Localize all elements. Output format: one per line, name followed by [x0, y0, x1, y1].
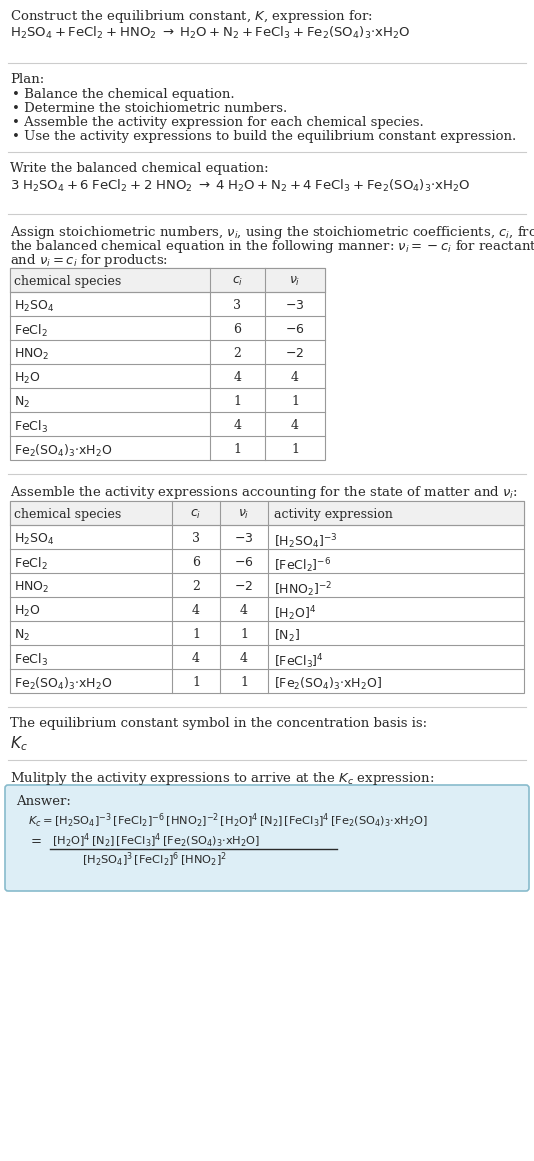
- Text: 4: 4: [240, 652, 248, 665]
- Text: $[\mathrm{H_2SO_4}]^{-3}$: $[\mathrm{H_2SO_4}]^{-3}$: [274, 532, 337, 550]
- Text: $\mathrm{FeCl_3}$: $\mathrm{FeCl_3}$: [14, 419, 48, 435]
- Text: $\mathrm{FeCl_2}$: $\mathrm{FeCl_2}$: [14, 323, 48, 339]
- Text: $[\mathrm{H_2SO_4}]^3\,[\mathrm{FeCl_2}]^6\,[\mathrm{HNO_2}]^2$: $[\mathrm{H_2SO_4}]^3\,[\mathrm{FeCl_2}]…: [82, 851, 227, 870]
- Text: Construct the equilibrium constant, $K$, expression for:: Construct the equilibrium constant, $K$,…: [10, 8, 373, 26]
- Text: 1: 1: [192, 676, 200, 688]
- Text: $\mathrm{H_2O}$: $\mathrm{H_2O}$: [14, 372, 41, 387]
- Text: $-3$: $-3$: [234, 532, 254, 545]
- Text: $\mathrm{Fe_2(SO_4)_3{\cdot}xH_2O}$: $\mathrm{Fe_2(SO_4)_3{\cdot}xH_2O}$: [14, 444, 113, 459]
- Text: • Assemble the activity expression for each chemical species.: • Assemble the activity expression for e…: [12, 116, 424, 129]
- Text: $\mathrm{H_2SO_4}$: $\mathrm{H_2SO_4}$: [14, 300, 54, 315]
- Text: Assign stoichiometric numbers, $\nu_i$, using the stoichiometric coefficients, $: Assign stoichiometric numbers, $\nu_i$, …: [10, 224, 534, 241]
- Text: The equilibrium constant symbol in the concentration basis is:: The equilibrium constant symbol in the c…: [10, 717, 427, 730]
- Text: 1: 1: [240, 628, 248, 641]
- Text: $[\mathrm{N_2}]$: $[\mathrm{N_2}]$: [274, 628, 300, 644]
- Text: $\mathrm{N_2}$: $\mathrm{N_2}$: [14, 395, 30, 410]
- Text: $\mathrm{FeCl_2}$: $\mathrm{FeCl_2}$: [14, 556, 48, 572]
- Text: $-6$: $-6$: [234, 556, 254, 569]
- Text: $\mathrm{3\;H_2SO_4 + 6\;FeCl_2 + 2\;HNO_2 \;\rightarrow\; 4\;H_2O + N_2 + 4\;Fe: $\mathrm{3\;H_2SO_4 + 6\;FeCl_2 + 2\;HNO…: [10, 178, 470, 194]
- Text: $c_i$: $c_i$: [190, 509, 202, 521]
- Text: 4: 4: [192, 604, 200, 616]
- Text: 4: 4: [192, 652, 200, 665]
- Text: $\mathrm{H_2SO_4 + FeCl_2 + HNO_2 \;\rightarrow\; H_2O + N_2 + FeCl_3 + Fe_2(SO_: $\mathrm{H_2SO_4 + FeCl_2 + HNO_2 \;\rig…: [10, 26, 411, 41]
- Text: 1: 1: [240, 676, 248, 688]
- Text: activity expression: activity expression: [274, 509, 393, 521]
- Text: 6: 6: [233, 323, 241, 336]
- Text: $\mathrm{H_2O}$: $\mathrm{H_2O}$: [14, 604, 41, 619]
- Text: $[\mathrm{FeCl_3}]^4$: $[\mathrm{FeCl_3}]^4$: [274, 652, 324, 671]
- Text: $\mathrm{H_2SO_4}$: $\mathrm{H_2SO_4}$: [14, 532, 54, 547]
- Text: $c_i$: $c_i$: [232, 275, 243, 288]
- Text: $[\mathrm{HNO_2}]^{-2}$: $[\mathrm{HNO_2}]^{-2}$: [274, 580, 333, 599]
- Bar: [10, 502, 524, 525]
- FancyBboxPatch shape: [5, 785, 529, 890]
- Text: chemical species: chemical species: [14, 509, 121, 521]
- Text: 1: 1: [291, 395, 299, 408]
- Text: $[\mathrm{H_2O}]^4$: $[\mathrm{H_2O}]^4$: [274, 604, 316, 622]
- Text: $[\mathrm{H_2O}]^4\,[\mathrm{N_2}]\,[\mathrm{FeCl_3}]^4\,[\mathrm{Fe_2(SO_4)_3{\: $[\mathrm{H_2O}]^4\,[\mathrm{N_2}]\,[\ma…: [52, 832, 261, 850]
- Text: $K_c$: $K_c$: [10, 734, 28, 752]
- Text: $\nu_i$: $\nu_i$: [289, 275, 301, 288]
- Text: $\mathrm{N_2}$: $\mathrm{N_2}$: [14, 628, 30, 643]
- Text: Mulitply the activity expressions to arrive at the $K_c$ expression:: Mulitply the activity expressions to arr…: [10, 770, 434, 787]
- Bar: [10, 268, 325, 460]
- Text: • Balance the chemical equation.: • Balance the chemical equation.: [12, 88, 234, 101]
- Text: 1: 1: [233, 444, 241, 456]
- Text: • Determine the stoichiometric numbers.: • Determine the stoichiometric numbers.: [12, 102, 287, 115]
- Text: Plan:: Plan:: [10, 73, 44, 86]
- Text: $=$: $=$: [28, 834, 42, 846]
- Text: chemical species: chemical species: [14, 275, 121, 288]
- Text: $-3$: $-3$: [285, 300, 305, 312]
- Text: $\nu_i$: $\nu_i$: [238, 509, 250, 521]
- Text: 4: 4: [233, 372, 241, 384]
- Text: Write the balanced chemical equation:: Write the balanced chemical equation:: [10, 163, 269, 175]
- Bar: [10, 268, 325, 293]
- Text: 3: 3: [233, 300, 241, 312]
- Text: 4: 4: [240, 604, 248, 616]
- Bar: [10, 502, 524, 693]
- Text: 2: 2: [233, 347, 241, 360]
- Text: $-2$: $-2$: [234, 580, 254, 593]
- Text: $\mathrm{Fe_2(SO_4)_3{\cdot}xH_2O}$: $\mathrm{Fe_2(SO_4)_3{\cdot}xH_2O}$: [14, 676, 113, 692]
- Text: 1: 1: [291, 444, 299, 456]
- Text: 4: 4: [291, 419, 299, 432]
- Text: • Use the activity expressions to build the equilibrium constant expression.: • Use the activity expressions to build …: [12, 130, 516, 143]
- Text: Answer:: Answer:: [16, 795, 71, 808]
- Text: $-6$: $-6$: [285, 323, 305, 336]
- Text: 1: 1: [192, 628, 200, 641]
- Text: the balanced chemical equation in the following manner: $\nu_i = -c_i$ for react: the balanced chemical equation in the fo…: [10, 238, 534, 255]
- Text: 4: 4: [291, 372, 299, 384]
- Text: $K_c = [\mathrm{H_2SO_4}]^{-3}\,[\mathrm{FeCl_2}]^{-6}\,[\mathrm{HNO_2}]^{-2}\,[: $K_c = [\mathrm{H_2SO_4}]^{-3}\,[\mathrm…: [28, 812, 428, 830]
- Text: 1: 1: [233, 395, 241, 408]
- Text: $-2$: $-2$: [286, 347, 304, 360]
- Text: 6: 6: [192, 556, 200, 569]
- Text: Assemble the activity expressions accounting for the state of matter and $\nu_i$: Assemble the activity expressions accoun…: [10, 484, 518, 502]
- Text: $\mathrm{FeCl_3}$: $\mathrm{FeCl_3}$: [14, 652, 48, 668]
- Text: $[\mathrm{Fe_2(SO_4)_3{\cdot}xH_2O}]$: $[\mathrm{Fe_2(SO_4)_3{\cdot}xH_2O}]$: [274, 676, 382, 692]
- Text: $[\mathrm{FeCl_2}]^{-6}$: $[\mathrm{FeCl_2}]^{-6}$: [274, 556, 331, 575]
- Text: $\mathrm{HNO_2}$: $\mathrm{HNO_2}$: [14, 580, 49, 596]
- Text: and $\nu_i = c_i$ for products:: and $\nu_i = c_i$ for products:: [10, 252, 168, 269]
- Text: 3: 3: [192, 532, 200, 545]
- Text: 2: 2: [192, 580, 200, 593]
- Text: $\mathrm{HNO_2}$: $\mathrm{HNO_2}$: [14, 347, 49, 362]
- Text: 4: 4: [233, 419, 241, 432]
